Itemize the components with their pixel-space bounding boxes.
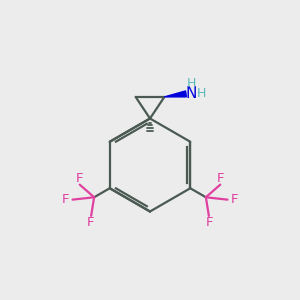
Text: F: F <box>87 216 94 229</box>
Text: F: F <box>230 193 238 206</box>
Text: H: H <box>197 87 206 100</box>
Text: F: F <box>217 172 225 185</box>
Text: F: F <box>206 216 213 229</box>
Text: F: F <box>62 193 70 206</box>
Text: H: H <box>187 77 196 90</box>
Text: N: N <box>186 86 197 101</box>
Text: F: F <box>75 172 83 185</box>
Polygon shape <box>164 91 186 97</box>
